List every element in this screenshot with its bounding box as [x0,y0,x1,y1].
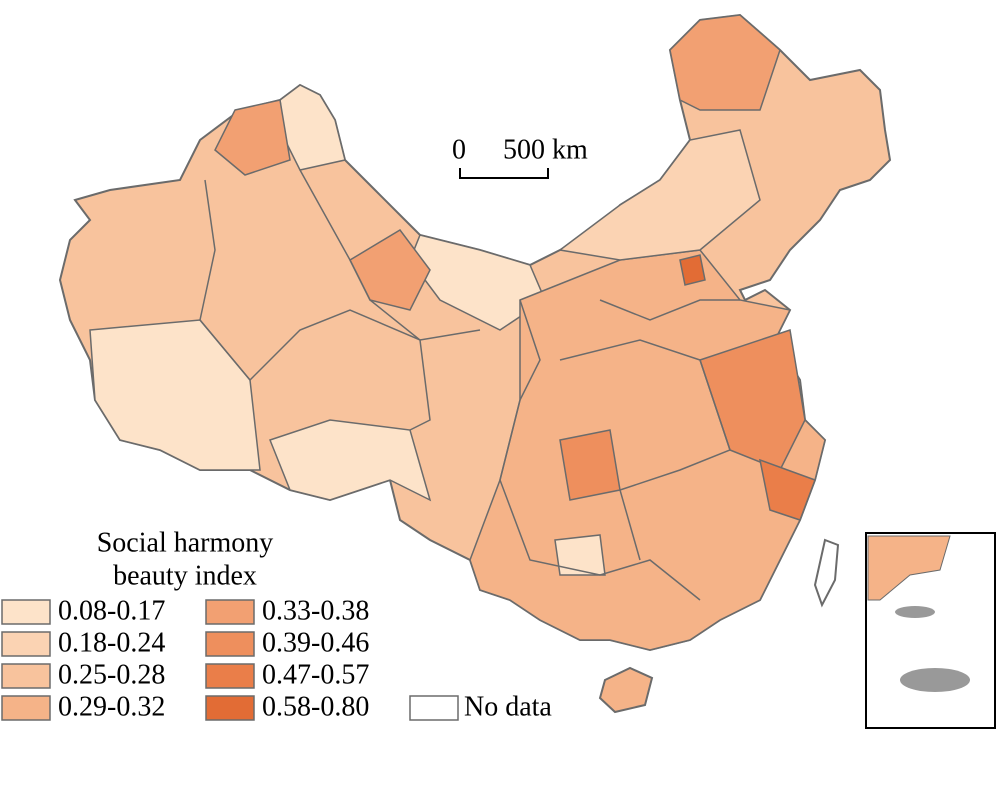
legend-swatch [1,599,51,625]
legend-swatch [1,631,51,657]
legend-label: 0.58-0.80 [262,691,369,722]
scale-label: 500 km [503,134,588,165]
region-patch [214,99,291,176]
legend-label: 0.18-0.24 [58,627,165,658]
boundary [599,299,740,321]
legend-swatch [205,599,255,625]
region-patch [558,129,761,261]
region-patch [679,254,706,286]
legend-label: No data [464,691,552,722]
boundary [559,339,731,561]
legend-label: 0.33-0.38 [262,595,369,626]
scale-label: 0 [452,134,466,165]
inset-land [867,535,951,601]
boundary [499,299,701,601]
legend-label: 0.39-0.46 [262,627,369,658]
inset-islands [900,668,970,692]
legend-label: 0.25-0.28 [58,659,165,690]
legend-title: Social harmony [97,527,274,558]
hainan [598,666,654,714]
country [58,13,892,714]
inset [865,532,996,729]
scale-bar: 0 500 km [452,134,588,179]
inset-islands [895,606,935,618]
legend-swatch [205,663,255,689]
region-patch [269,419,432,502]
legend-swatch [1,695,51,721]
boundary [299,169,431,431]
scale-line [459,168,549,179]
legend-swatch [205,695,255,721]
legend-label: 0.08-0.17 [58,595,165,626]
region-patch [669,14,781,111]
legend: Social harmony beauty index 0.08-0.170.1… [1,527,552,722]
legend-swatch [1,663,51,689]
legend-label: 0.47-0.57 [262,659,369,690]
region-patch [559,429,621,501]
legend-title: beauty index [113,560,257,591]
legend-swatch [409,695,459,721]
region-patch [759,458,816,521]
taiwan [813,538,840,608]
legend-label: 0.29-0.32 [58,691,165,722]
boundary [199,179,481,382]
legend-swatch [205,631,255,657]
region-patch [554,534,606,576]
